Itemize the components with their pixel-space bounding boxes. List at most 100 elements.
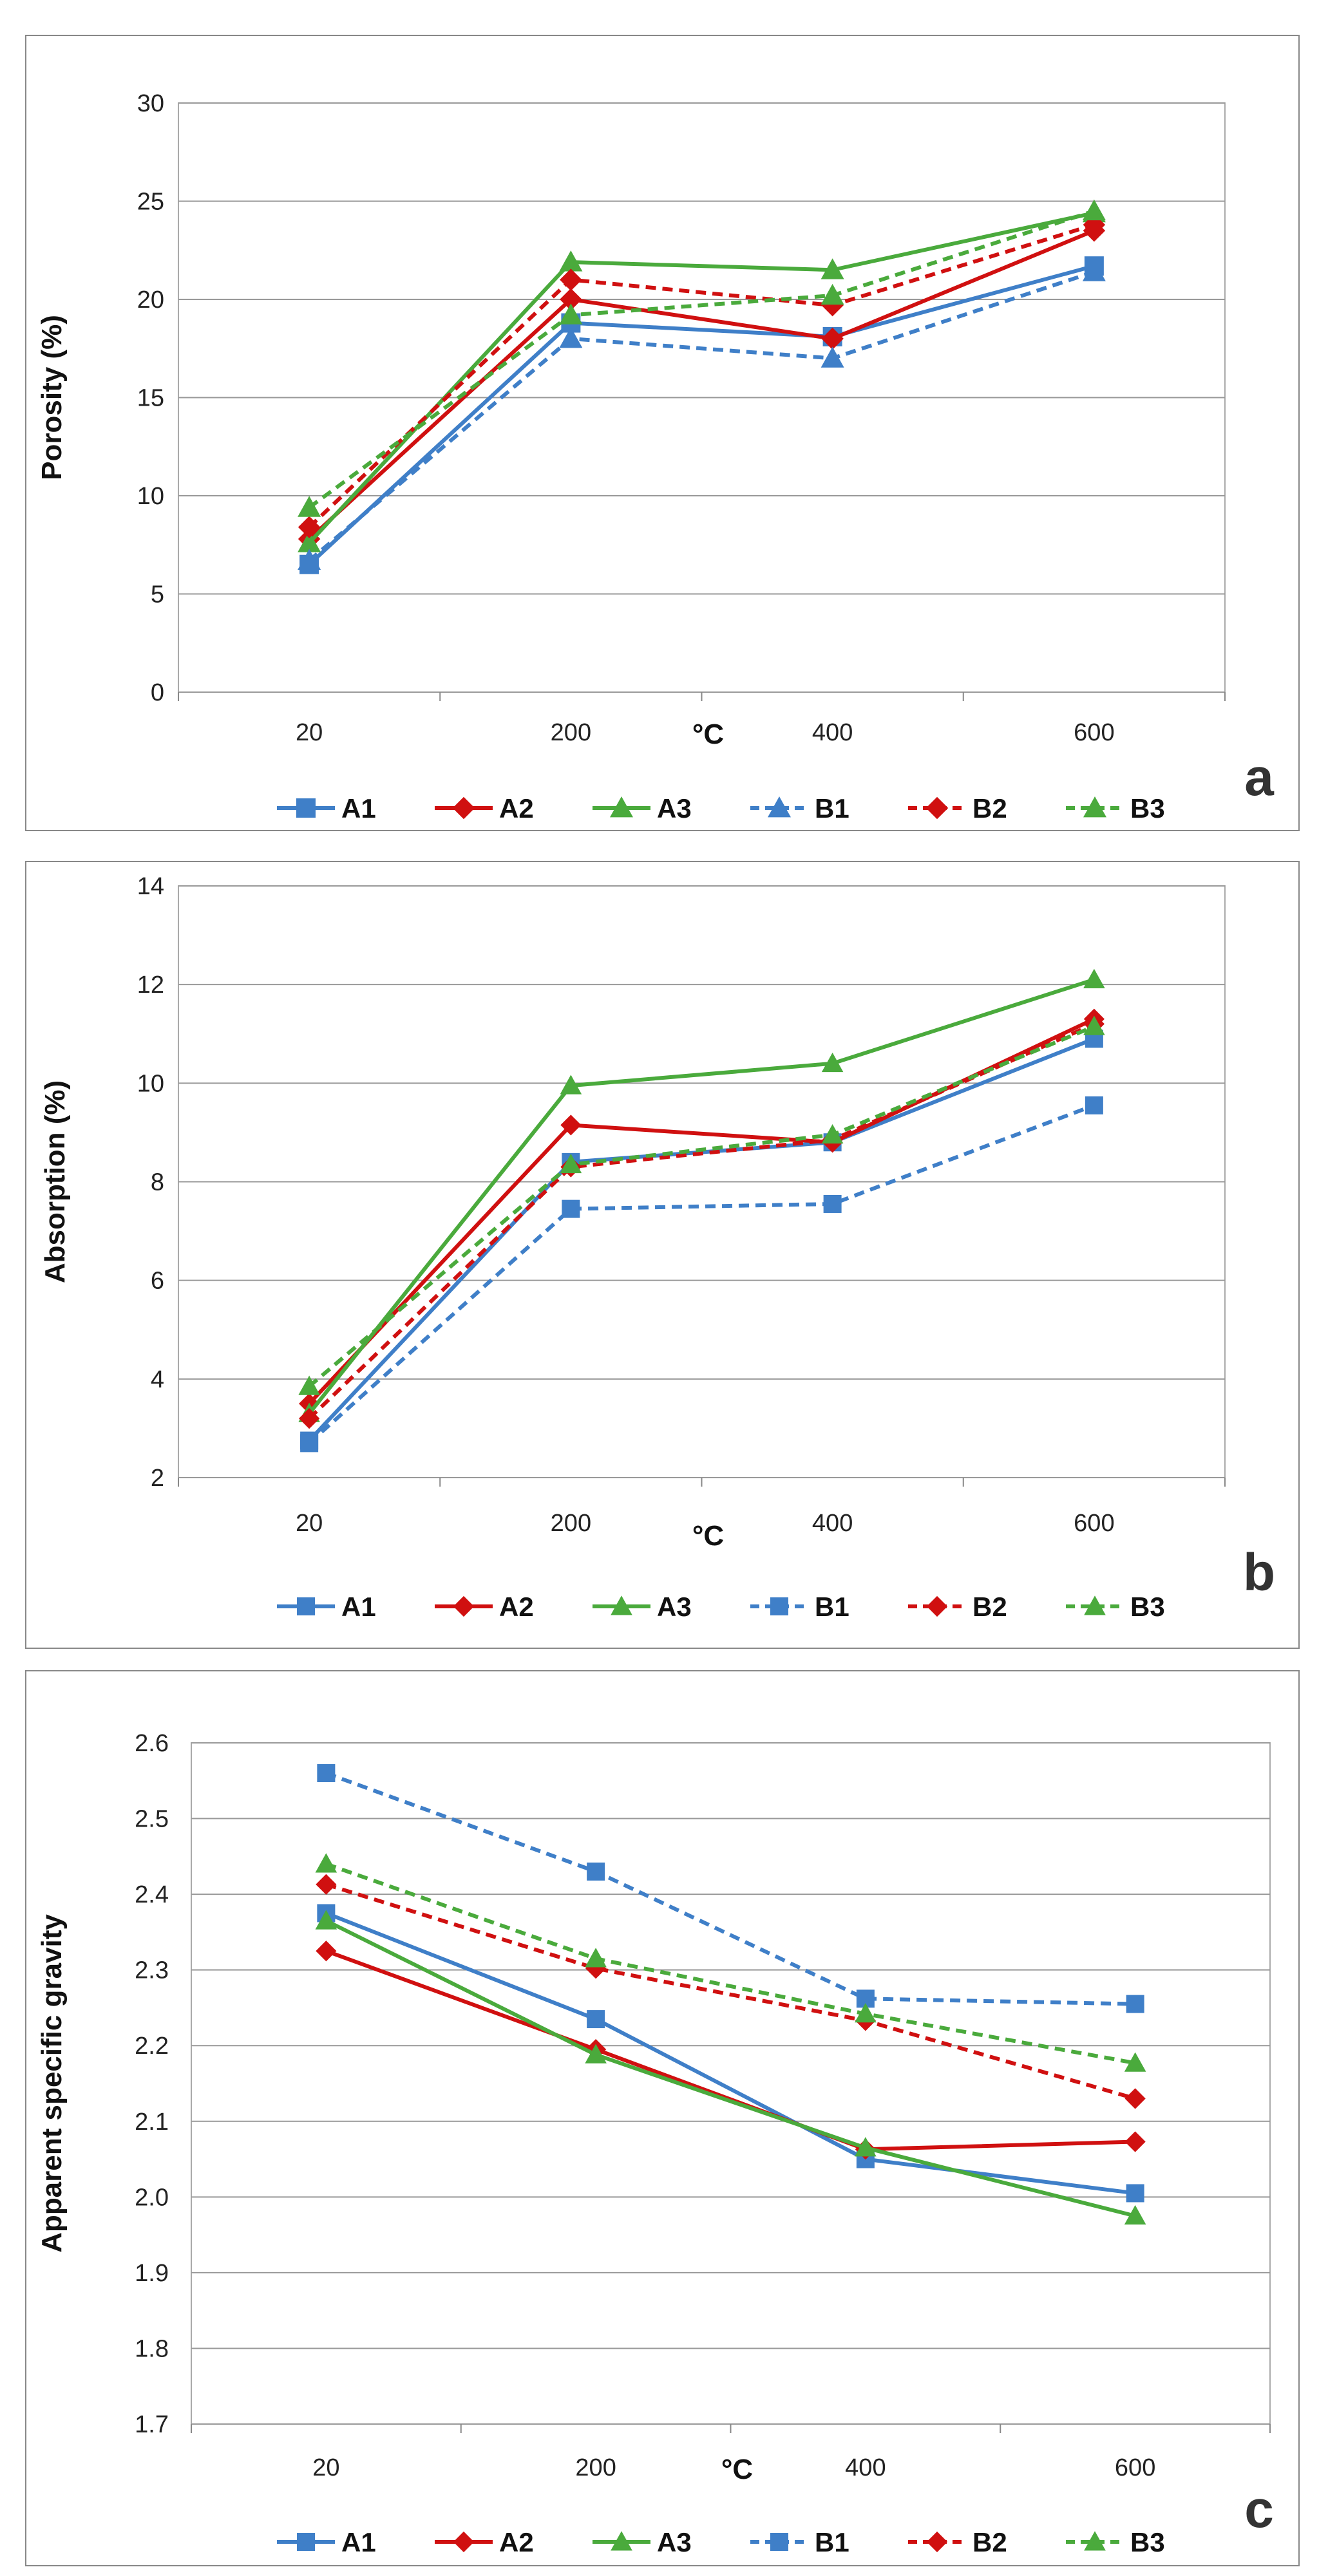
y-tick-label: 4 (151, 1366, 164, 1393)
data-point (298, 496, 321, 517)
y-tick-label: 2.3 (135, 1957, 169, 1984)
series-b2 (298, 213, 1106, 539)
data-point (1083, 968, 1105, 988)
legend-label: B1 (815, 2527, 849, 2557)
y-tick-label: 8 (151, 1169, 164, 1196)
x-tick-label: 20 (312, 2454, 339, 2481)
data-point (585, 1948, 607, 1968)
series-b1 (300, 1096, 1103, 1453)
legend-label: A2 (499, 793, 534, 823)
y-tick-label: 10 (137, 483, 164, 510)
series-a3 (315, 1910, 1146, 2225)
data-point (1124, 2205, 1146, 2225)
y-tick-label: 25 (137, 189, 164, 216)
data-point (316, 1874, 337, 1895)
series-line-b1 (325, 1771, 1135, 2006)
series-line-a1 (308, 264, 1095, 566)
y-tick-label: 10 (137, 1070, 164, 1097)
legend-marker (926, 1595, 948, 1617)
data-point (1082, 260, 1106, 281)
data-point (315, 1853, 337, 1873)
y-tick-label: 14 (137, 873, 164, 900)
data-point (1083, 1015, 1105, 1035)
data-point (821, 258, 844, 279)
legend-marker (297, 1597, 315, 1615)
series-line-b2 (308, 223, 1095, 529)
y-tick-label: 1.8 (135, 2335, 169, 2362)
legend-marker (453, 2531, 475, 2553)
legend: A1 A2 A3 B1 B2 B3 (277, 2527, 1165, 2557)
legend-label: A3 (657, 2527, 692, 2557)
series-line-a1 (307, 1037, 1095, 1442)
data-point (585, 2044, 607, 2064)
y-tick-label: 30 (137, 90, 164, 117)
y-tick-label: 12 (137, 972, 164, 999)
legend-marker (926, 2531, 948, 2553)
panel-letter: a (1244, 748, 1275, 807)
data-point (821, 1123, 844, 1144)
data-point (821, 283, 844, 305)
y-axis-label: Porosity (%) (36, 315, 68, 480)
x-tick-label: 600 (1074, 1510, 1114, 1537)
series-line-a2 (308, 229, 1096, 541)
y-tick-label: 5 (151, 581, 164, 608)
data-point (1124, 2088, 1146, 2109)
data-point (559, 250, 583, 272)
legend-marker (296, 798, 316, 818)
x-axis-label: °C (692, 1520, 724, 1552)
y-axis-label: Absorption (%) (39, 1080, 71, 1283)
legend-label: B2 (972, 1592, 1007, 1622)
legend-label: B3 (1130, 1592, 1165, 1622)
legend-marker (611, 2531, 632, 2551)
chart-panel-c: 1.7 1.8 1.9 2.0 2.1 2.2 2.3 2.4 2.5 2.6 20 200 400 60… (25, 1670, 1300, 2566)
y-axis-label: Apparent specific gravity (36, 1914, 68, 2253)
series-line-b1 (308, 1103, 1095, 1445)
panel-letter: b (1243, 1543, 1275, 1602)
data-point (298, 1375, 320, 1395)
x-tick-label: 400 (812, 1510, 853, 1537)
y-tick-label: 1.7 (135, 2411, 169, 2438)
series-b3 (298, 199, 1106, 517)
legend-marker (611, 1595, 632, 1615)
series-b3 (315, 1853, 1146, 2072)
y-tick-label: 0 (151, 679, 164, 706)
legend-marker (770, 2533, 788, 2551)
data-point (821, 327, 844, 350)
series-line-a1 (325, 1911, 1136, 2195)
y-tick-label: 2.5 (135, 1806, 169, 1833)
series-line-a3 (307, 977, 1095, 1415)
data-point (559, 303, 583, 324)
data-point (316, 1941, 337, 1962)
data-point (298, 531, 321, 552)
legend: A1 A2 A3 B1 B2 B3 (277, 793, 1165, 823)
data-point (300, 1434, 319, 1453)
data-point (560, 1114, 582, 1136)
series-a3 (298, 968, 1105, 1422)
data-point (1085, 1096, 1103, 1114)
data-point (560, 1153, 582, 1174)
data-point (821, 1052, 844, 1073)
panel-frame (25, 1670, 1300, 2566)
legend-label: A1 (341, 2527, 376, 2557)
legend-label: A3 (657, 1592, 692, 1622)
legend-label: A1 (341, 1592, 376, 1622)
x-tick-label: 400 (812, 719, 853, 746)
legend-label: A1 (341, 793, 376, 823)
series-line-b1 (308, 270, 1095, 562)
data-point (855, 2137, 877, 2157)
data-point (587, 2010, 605, 2029)
legend-marker (768, 796, 791, 818)
series-line-a3 (307, 211, 1095, 545)
data-point (587, 1862, 605, 1881)
panel-frame (25, 35, 1300, 831)
legend-marker (1084, 1595, 1106, 1615)
x-tick-label: 20 (296, 719, 323, 746)
panel-letter: c (1244, 2480, 1274, 2539)
legend-label: B3 (1130, 2527, 1165, 2557)
x-axis-label: °C (692, 719, 724, 750)
series-line-b3 (308, 209, 1095, 509)
legend-marker (610, 796, 633, 818)
